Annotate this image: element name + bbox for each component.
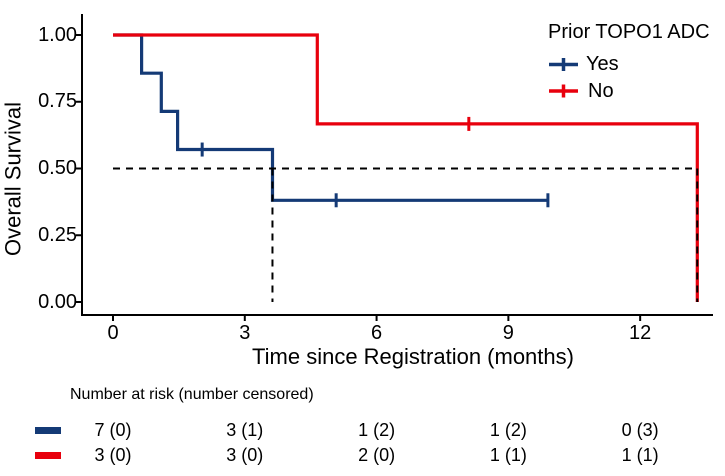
x-tick-label: 0 bbox=[107, 322, 119, 344]
km-curve-yes bbox=[113, 33, 548, 202]
risk-value-no: 1 (1) bbox=[489, 445, 527, 465]
risk-value-yes: 0 (3) bbox=[621, 420, 659, 440]
y-tick-label: 0.00 bbox=[38, 290, 77, 313]
risk-value-no: 1 (1) bbox=[621, 445, 659, 465]
y-tick-label: 0.75 bbox=[38, 90, 77, 113]
risk-row-swatch-yes bbox=[35, 427, 61, 434]
risk-row-swatch-no bbox=[35, 452, 61, 459]
y-axis-title: Overall Survival bbox=[0, 101, 26, 257]
x-tick-label: 3 bbox=[239, 322, 251, 344]
x-tick-label: 9 bbox=[502, 322, 514, 344]
legend-label-no: No bbox=[588, 80, 614, 102]
x-tick-label: 6 bbox=[371, 322, 383, 344]
risk-value-yes: 1 (2) bbox=[489, 420, 527, 440]
risk-value-no: 3 (0) bbox=[226, 445, 264, 465]
risk-value-no: 3 (0) bbox=[94, 445, 132, 465]
legend-title: Prior TOPO1 ADC bbox=[548, 21, 710, 43]
y-tick-label: 0.25 bbox=[38, 223, 77, 246]
x-axis-title: Time since Registration (months) bbox=[252, 344, 574, 369]
risk-value-yes: 1 (2) bbox=[358, 420, 396, 440]
risk-value-no: 2 (0) bbox=[358, 445, 396, 465]
x-tick-label: 12 bbox=[629, 322, 652, 344]
risk-value-yes: 7 (0) bbox=[94, 420, 132, 440]
risk-value-yes: 3 (1) bbox=[226, 420, 264, 440]
y-tick-label: 0.50 bbox=[38, 157, 77, 179]
legend-label-yes: Yes bbox=[586, 53, 619, 75]
risk-table-title: Number at risk (number censored) bbox=[70, 386, 314, 403]
y-tick-label: 1.00 bbox=[38, 23, 77, 46]
